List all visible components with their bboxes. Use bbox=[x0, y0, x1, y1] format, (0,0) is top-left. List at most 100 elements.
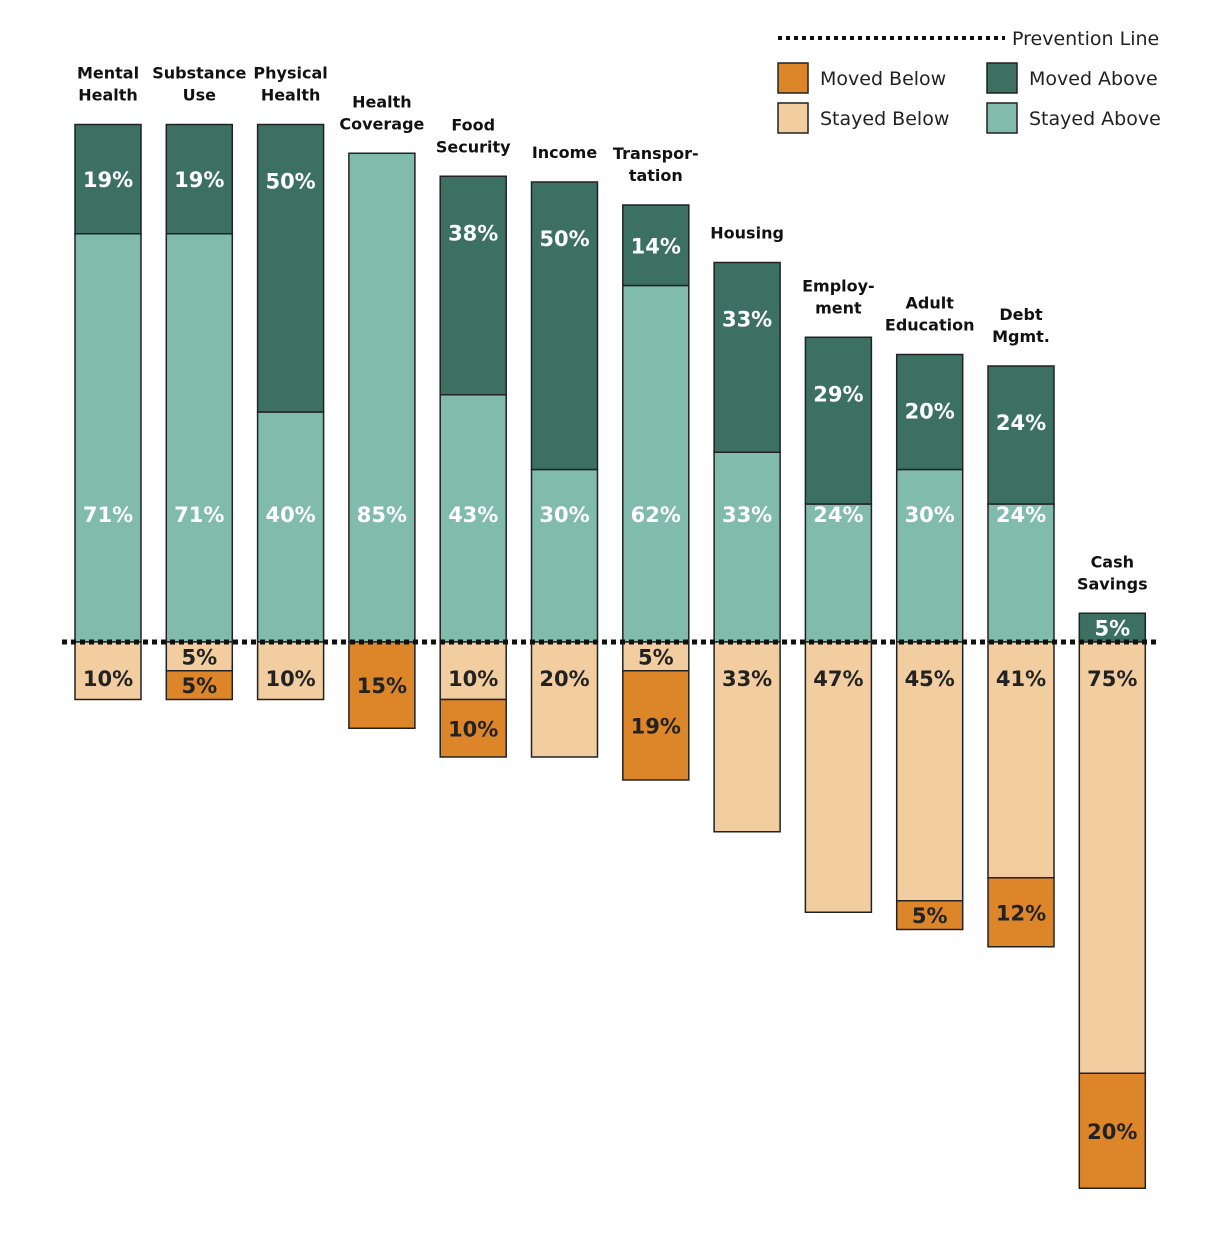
bar-moved-above bbox=[165, 123, 234, 235]
bar-moved-above bbox=[987, 365, 1055, 505]
bar-stayed-below bbox=[74, 641, 142, 701]
data-label-moved-below: 15% bbox=[357, 674, 407, 698]
bar-stayed-above bbox=[165, 233, 234, 643]
bar-moved-below bbox=[348, 641, 416, 729]
data-label-moved-above: 33% bbox=[722, 308, 772, 332]
bar-moved-above bbox=[622, 204, 690, 287]
bar-moved-above bbox=[256, 123, 325, 413]
category-label: Use bbox=[183, 86, 217, 105]
category-label: Savings bbox=[1077, 574, 1148, 593]
legend-swatch-moved-below bbox=[777, 62, 809, 94]
bar-stayed-below bbox=[804, 641, 873, 913]
data-label-moved-above: 38% bbox=[448, 221, 498, 245]
bar-stayed-above bbox=[622, 284, 690, 643]
bar-moved-below bbox=[1078, 1072, 1147, 1189]
data-label-stayed-below: 10% bbox=[83, 667, 133, 691]
legend-items: Moved Below Moved Above Stayed Below Stayed… bbox=[777, 62, 1161, 134]
data-label-stayed-below: 10% bbox=[265, 667, 315, 691]
bar-stayed-above bbox=[439, 394, 507, 643]
labels-layer: 71% 19% 10% Mental Health 71% 19% 5% 5% Substance… bbox=[77, 64, 1148, 1144]
legend: Prevention Line bbox=[778, 28, 1159, 50]
data-label-stayed-above: 85% bbox=[357, 503, 407, 527]
data-label-moved-below: 19% bbox=[631, 714, 681, 738]
data-label-moved-above: 50% bbox=[539, 227, 589, 251]
data-label-stayed-below: 5% bbox=[181, 645, 217, 669]
category-label: Food bbox=[451, 115, 495, 134]
data-label-moved-below: 12% bbox=[996, 901, 1046, 925]
legend-swatch-moved-above bbox=[986, 62, 1018, 94]
bar-moved-above bbox=[1078, 612, 1147, 643]
data-label-stayed-below: 5% bbox=[638, 645, 674, 669]
data-label-moved-above: 20% bbox=[905, 400, 955, 424]
legend-swatch-stayed-below bbox=[777, 102, 809, 134]
category-label: Mgmt. bbox=[992, 327, 1050, 346]
data-label-moved-above: 19% bbox=[83, 168, 133, 192]
legend-label-moved-above: Moved Above bbox=[1029, 68, 1158, 90]
category-label: Transpor- bbox=[613, 144, 699, 163]
bar-stayed-below bbox=[987, 641, 1055, 879]
bars-layer bbox=[74, 123, 1147, 1189]
data-label-moved-above: 29% bbox=[813, 382, 863, 406]
bar-stayed-below bbox=[256, 641, 325, 701]
data-label-moved-above: 24% bbox=[996, 411, 1046, 435]
category-label: Debt bbox=[999, 305, 1043, 324]
legend-label-stayed-above: Stayed Above bbox=[1029, 108, 1161, 130]
data-label-stayed-below: 45% bbox=[905, 667, 955, 691]
bar-moved-below bbox=[439, 698, 507, 758]
bar-stayed-below bbox=[622, 641, 690, 672]
data-label-stayed-below: 41% bbox=[996, 667, 1046, 691]
data-label-stayed-below: 47% bbox=[813, 667, 863, 691]
data-label-stayed-below: 10% bbox=[448, 667, 498, 691]
data-label-stayed-below: 33% bbox=[722, 667, 772, 691]
bar-stayed-below bbox=[165, 641, 234, 672]
data-label-stayed-below: 75% bbox=[1087, 667, 1137, 691]
bar-moved-below bbox=[165, 670, 234, 701]
bar-stayed-above bbox=[987, 503, 1055, 643]
data-label-moved-below: 5% bbox=[912, 904, 948, 928]
bar-moved-below bbox=[987, 877, 1055, 948]
category-label: Health bbox=[78, 86, 138, 105]
data-label-moved-below: 10% bbox=[448, 717, 498, 741]
category-label: Physical bbox=[253, 64, 327, 83]
data-label-stayed-above: 33% bbox=[722, 503, 772, 527]
bar-stayed-below bbox=[895, 641, 964, 902]
data-label-moved-below: 20% bbox=[1087, 1120, 1137, 1144]
data-label-moved-above: 14% bbox=[631, 234, 681, 258]
category-label: Health bbox=[352, 92, 412, 111]
data-label-stayed-above: 24% bbox=[813, 503, 863, 527]
bar-moved-above bbox=[74, 123, 142, 235]
category-label: Mental bbox=[77, 64, 139, 83]
bar-stayed-above bbox=[895, 468, 964, 643]
category-label: tation bbox=[629, 166, 683, 185]
legend-label-stayed-below: Stayed Below bbox=[820, 108, 949, 130]
bar-moved-above bbox=[804, 336, 873, 505]
bar-stayed-below bbox=[1078, 641, 1147, 1074]
data-label-moved-above: 19% bbox=[174, 168, 224, 192]
category-label: Housing bbox=[710, 224, 784, 243]
data-label-stayed-above: 43% bbox=[448, 503, 498, 527]
bar-stayed-below bbox=[530, 641, 599, 758]
bar-moved-above bbox=[530, 181, 599, 471]
bar-moved-above bbox=[895, 353, 964, 471]
data-label-stayed-above: 62% bbox=[631, 503, 681, 527]
category-label: ment bbox=[815, 298, 862, 317]
category-label: Cash bbox=[1091, 552, 1134, 571]
bar-moved-above bbox=[713, 261, 781, 453]
category-label: Adult bbox=[906, 294, 955, 313]
category-label: Coverage bbox=[339, 114, 424, 133]
data-label-stayed-above: 24% bbox=[996, 503, 1046, 527]
bar-stayed-above bbox=[74, 233, 142, 643]
bar-stayed-above bbox=[530, 468, 599, 643]
bar-stayed-above bbox=[256, 411, 325, 643]
legend-prevention-line-label: Prevention Line bbox=[1012, 28, 1159, 50]
data-label-stayed-below: 20% bbox=[539, 667, 589, 691]
bar-stayed-above bbox=[348, 152, 416, 643]
category-label: Substance bbox=[152, 64, 246, 83]
legend-swatch-stayed-above bbox=[986, 102, 1018, 134]
bar-stayed-above bbox=[713, 451, 781, 643]
category-label: Employ- bbox=[802, 276, 875, 295]
data-label-stayed-above: 30% bbox=[539, 503, 589, 527]
category-label: Education bbox=[885, 316, 975, 335]
data-label-stayed-above: 71% bbox=[174, 503, 224, 527]
